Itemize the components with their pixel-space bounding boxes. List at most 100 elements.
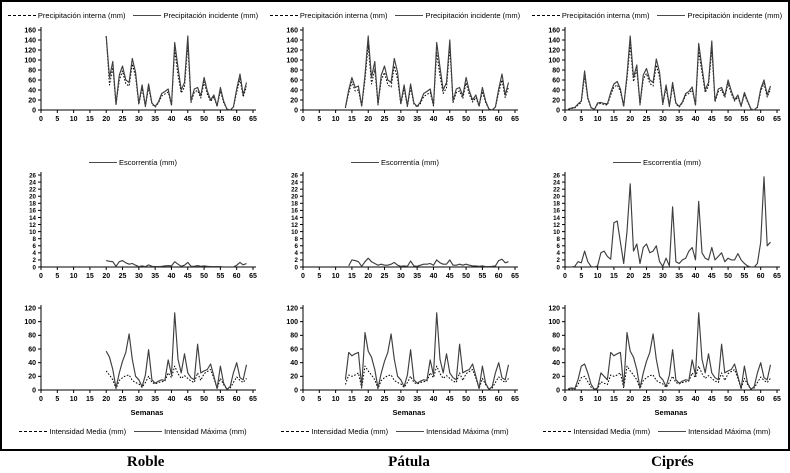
- chart-cell-cipres-intensidad: 0 20 40 60 80 100 120 0 5 10 15 20 25 30 35 40 45 50 55 60 6…: [526, 292, 788, 447]
- x-tick-label: 35: [151, 396, 159, 403]
- solid-line-icon: [657, 14, 686, 16]
- series-line-solid: [568, 176, 771, 268]
- x-tick-label: 60: [757, 116, 765, 123]
- x-tick-label: 20: [626, 273, 634, 280]
- x-tick-label: 50: [462, 396, 470, 403]
- roble-intensidad-svg: 0 20 40 60 80 100 120 0 5 10 15 20 25 30 35 40 45 50 55 60 6…: [24, 305, 257, 417]
- y-tick-label: 120: [24, 47, 36, 54]
- x-tick-label: 45: [708, 273, 716, 280]
- solid-line-icon: [351, 161, 380, 163]
- legend-roble-intensidad: Intensidad Media (mm) Intensidad Máxima (…: [19, 424, 247, 438]
- x-tick-label: 60: [233, 396, 241, 403]
- x-axis-title: Semanas: [655, 408, 688, 417]
- x-tick-label: 5: [317, 396, 321, 403]
- x-tick-label: 40: [692, 396, 700, 403]
- x-tick-label: 15: [610, 273, 618, 280]
- y-tick-label: 24: [29, 179, 36, 186]
- x-tick-label: 5: [55, 273, 59, 280]
- plot-cipres-precipitacion: 0 20 40 60 80 100 120 140 160 0 5 10 15 20 25 30 35 40 45 5…: [529, 22, 785, 128]
- plot-patula-intensidad: 0 20 40 60 80 100 120 0 5 10 15 20 25 30 35 40 45 50 55 60 6…: [267, 302, 523, 422]
- x-tick-label: 30: [397, 273, 405, 280]
- y-tick-label: 10: [29, 229, 36, 236]
- chart-cell-patula-precipitacion: Precipitación interna (mm) Precipitación …: [264, 2, 526, 142]
- legend-cipres-precipitacion: Precipitación interna (mm) Precipitación …: [531, 8, 782, 22]
- y-tick-label: 60: [552, 77, 560, 84]
- patula-precipitacion-svg: 0 20 40 60 80 100 120 140 160 0 5 10 15 20 25 30 35 40 45 5…: [286, 27, 519, 123]
- y-tick-label: 60: [290, 77, 298, 84]
- x-tick-label: 65: [511, 273, 519, 280]
- cipres-precipitacion-svg: 0 20 40 60 80 100 120 140 160 0 5 10 15 20 25 30 35 40 45 5…: [548, 27, 781, 123]
- y-tick-label: 20: [28, 97, 36, 104]
- chart-cell-roble-intensidad: 0 20 40 60 80 100 120 0 5 10 15 20 25 30 35 40 45 50 55 60 6…: [2, 292, 264, 447]
- plot-roble-precipitacion: 0 20 40 60 80 100 120 140 160 0 5 10 15 20 25 30 35 40 45 5…: [5, 22, 261, 128]
- legend-roble-precipitacion: Precipitación interna (mm) Precipitación …: [7, 8, 258, 22]
- x-tick-label: 25: [643, 396, 651, 403]
- y-tick-label: 20: [290, 374, 298, 381]
- legend-entry: Intensidad Media (mm): [543, 427, 650, 436]
- y-tick-label: 0: [556, 107, 560, 114]
- x-tick-label: 5: [579, 116, 583, 123]
- legend-label: Precipitación interna (mm): [37, 10, 126, 20]
- x-tick-label: 45: [184, 273, 192, 280]
- y-tick-label: 16: [29, 208, 36, 215]
- x-tick-label: 25: [381, 396, 389, 403]
- legend-entry: Precipitación incidente (mm): [657, 11, 782, 20]
- x-tick-label: 10: [70, 396, 78, 403]
- x-tick-label: 15: [610, 396, 618, 403]
- legend-label: Precipitación interna (mm): [299, 10, 388, 20]
- x-tick-label: 25: [119, 116, 127, 123]
- series-line-solid: [344, 312, 510, 390]
- x-tick-label: 5: [55, 396, 59, 403]
- roble-precipitacion-svg: 0 20 40 60 80 100 120 140 160 0 5 10 15 20 25 30 35 40 45 5…: [24, 27, 257, 123]
- y-tick-label: 0: [556, 387, 560, 394]
- y-tick-label: 14: [29, 215, 36, 222]
- series-line-dotted: [568, 44, 771, 111]
- x-tick-label: 35: [675, 396, 683, 403]
- x-tick-label: 10: [70, 273, 78, 280]
- x-tick-label: 35: [675, 273, 683, 280]
- plot-patula-escorrentia: 0 2 4 6 8 10 12 14 16 18 20 22 24 26 0 5 10 15 20 25 30 35 40 4…: [267, 169, 523, 285]
- x-tick-label: 0: [563, 396, 567, 403]
- x-tick-label: 15: [86, 273, 94, 280]
- legend-patula-intensidad: Intensidad Media (mm) Intensidad Máxima (…: [281, 424, 509, 438]
- x-tick-label: 30: [135, 396, 143, 403]
- chart-cell-cipres-precipitacion: Precipitación interna (mm) Precipitación …: [526, 2, 788, 142]
- legend-roble-escorrentia: Escorrentía (mm): [89, 155, 177, 169]
- y-tick-label: 0: [294, 387, 298, 394]
- legend-label: Intensidad Media (mm): [49, 426, 127, 436]
- x-tick-label: 5: [55, 116, 59, 123]
- x-tick-label: 20: [102, 116, 110, 123]
- x-tick-label: 65: [249, 273, 257, 280]
- series-line-solid: [348, 257, 509, 268]
- series-line-dotted: [105, 36, 247, 111]
- y-tick-label: 0: [294, 107, 298, 114]
- x-tick-label: 50: [200, 273, 208, 280]
- x-tick-label: 45: [446, 396, 454, 403]
- legend-label: Intensidad Media (mm): [311, 426, 389, 436]
- x-tick-label: 50: [462, 273, 470, 280]
- y-tick-label: 100: [286, 57, 298, 64]
- y-tick-label: 120: [24, 305, 36, 312]
- y-tick-label: 8: [557, 236, 561, 243]
- x-tick-label: 35: [675, 116, 683, 123]
- x-tick-label: 65: [511, 116, 519, 123]
- x-tick-label: 40: [430, 273, 438, 280]
- chart-cell-patula-escorrentia: Escorrentía (mm) 0 2 4 6 8 10 12 14 16 18 20 22 24 26…: [264, 142, 526, 292]
- legend-label: Precipitación incidente (mm): [425, 10, 521, 20]
- x-tick-label: 10: [332, 116, 340, 123]
- y-tick-label: 100: [24, 319, 36, 326]
- y-tick-label: 60: [28, 346, 36, 353]
- y-tick-label: 24: [553, 179, 560, 186]
- x-tick-label: 20: [102, 273, 110, 280]
- y-tick-label: 40: [28, 360, 36, 367]
- legend-entry: Escorrentía (mm): [613, 158, 701, 167]
- y-tick-label: 12: [553, 222, 560, 229]
- y-tick-label: 6: [557, 243, 561, 250]
- y-tick-label: 20: [552, 374, 560, 381]
- x-tick-label: 25: [381, 116, 389, 123]
- y-tick-label: 120: [286, 47, 298, 54]
- x-tick-label: 65: [773, 273, 781, 280]
- y-tick-label: 22: [553, 186, 560, 193]
- legend-label: Escorrentía (mm): [643, 157, 701, 167]
- x-tick-label: 50: [200, 116, 208, 123]
